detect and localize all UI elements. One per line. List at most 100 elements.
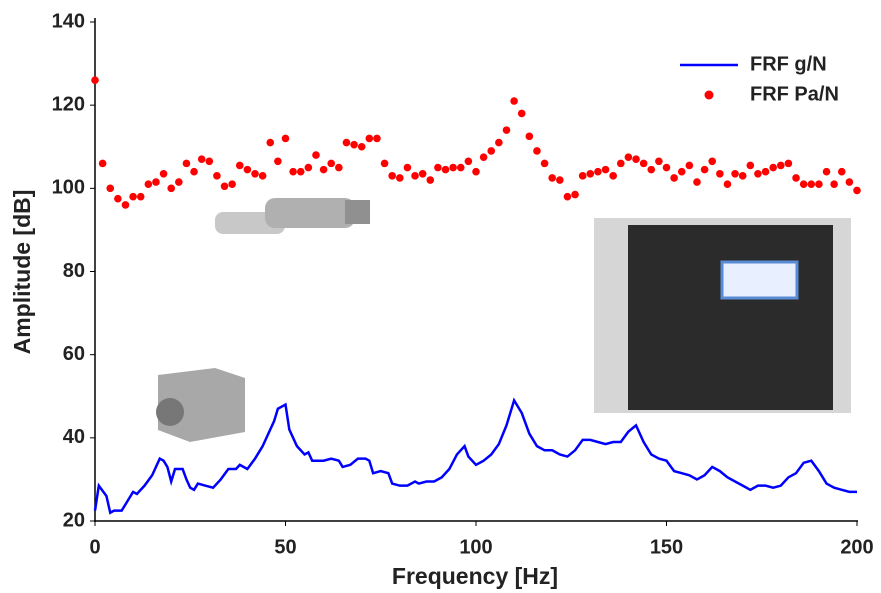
scatter-point	[175, 178, 183, 186]
y-tick-label: 60	[63, 343, 85, 365]
scatter-point	[670, 174, 678, 182]
scatter-point	[807, 180, 816, 188]
scatter-point	[114, 194, 122, 203]
scatter-point	[487, 147, 496, 155]
scatter-point	[609, 172, 617, 180]
scatter-point	[647, 165, 656, 174]
scatter-point	[350, 140, 358, 149]
scatter-point	[205, 157, 214, 166]
scatter-point	[418, 169, 427, 178]
scatter-point	[426, 176, 435, 184]
scatter-point	[388, 172, 396, 180]
scatter-point	[754, 169, 762, 178]
line-series	[93, 397, 857, 515]
y-tick-label: 80	[63, 260, 85, 282]
scatter-point	[312, 151, 320, 159]
scatter-point	[708, 157, 717, 166]
legend-swatch	[704, 90, 714, 100]
scatter-point	[837, 167, 846, 176]
scatter-point	[769, 163, 777, 172]
scatter-point	[167, 184, 175, 193]
scatter-point	[624, 153, 633, 161]
scatter-point	[190, 167, 198, 176]
legend-label: FRF g/N	[750, 53, 827, 75]
scatter-point	[129, 192, 137, 201]
scatter-point	[289, 167, 297, 176]
scatter-point	[502, 126, 511, 134]
scatter-point	[685, 161, 694, 170]
scatter-point	[723, 180, 732, 188]
y-tick-label: 140	[52, 10, 85, 32]
scatter-point	[594, 167, 602, 176]
scatter-point	[472, 167, 480, 176]
scatter-point	[365, 134, 374, 143]
scatter-point	[228, 180, 236, 188]
scatter-point	[357, 142, 366, 151]
scatter-point	[281, 134, 290, 143]
y-tick-label: 120	[52, 93, 85, 115]
scatter-point	[556, 176, 564, 184]
scatter-point	[258, 172, 267, 180]
scatter-point	[632, 155, 640, 164]
microphone-photo	[215, 198, 370, 234]
scatter-point	[792, 174, 800, 182]
scatter-point	[213, 172, 221, 180]
scatter-point	[456, 163, 465, 172]
scatter-point	[296, 167, 305, 176]
scatter-point	[152, 178, 160, 186]
scatter-point	[235, 161, 244, 170]
scatter-point	[396, 174, 404, 182]
scatter-point	[693, 178, 701, 186]
scatter-point	[495, 138, 503, 147]
scatter-point	[548, 174, 556, 182]
scatter-point	[266, 138, 275, 147]
scatter-point	[411, 172, 419, 180]
scatter-point	[571, 190, 579, 199]
scatter-point	[91, 76, 99, 85]
legend-label: FRF Pa/N	[750, 83, 839, 105]
scatter-point	[479, 153, 488, 161]
scatter-point	[540, 159, 549, 168]
scatter-point	[616, 159, 625, 168]
y-tick-label: 40	[63, 426, 85, 448]
scatter-point	[274, 157, 282, 166]
scatter-point	[799, 180, 808, 188]
scatter-point	[98, 159, 107, 168]
scatter-point	[746, 161, 755, 170]
scatter-point	[327, 159, 336, 168]
scatter-point	[159, 169, 168, 178]
scatter-point	[578, 172, 587, 180]
scatter-point	[822, 167, 831, 176]
scatter-point	[220, 182, 229, 191]
scatter-point	[434, 163, 442, 172]
scatter-point	[319, 165, 328, 174]
y-tick-label: 20	[63, 509, 85, 531]
x-tick-label: 50	[274, 536, 296, 558]
scatter-point	[738, 172, 747, 180]
scatter-point	[586, 169, 595, 178]
scatter-point	[731, 169, 739, 178]
x-tick-label: 0	[89, 536, 100, 558]
scatter-point	[784, 159, 793, 168]
scatter-point	[121, 201, 130, 209]
accelerometer-photo	[150, 362, 250, 442]
scatter-point	[700, 165, 709, 174]
scatter-point	[601, 165, 610, 174]
scatter-point	[251, 169, 259, 178]
scatter-point	[853, 186, 861, 195]
y-tick-label: 100	[52, 177, 85, 199]
scatter-point	[136, 192, 145, 201]
scatter-point	[517, 109, 526, 118]
scatter-point	[777, 161, 785, 170]
scatter-point	[533, 147, 541, 155]
scatter-point	[510, 97, 518, 105]
plate-photo	[594, 218, 851, 413]
scatter-point	[304, 163, 313, 172]
x-tick-label: 100	[459, 536, 492, 558]
scatter-point	[761, 167, 770, 176]
scatter-point	[639, 159, 648, 168]
scatter-point	[662, 163, 671, 172]
scatter-point	[563, 192, 572, 201]
y-axis-label: Amplitude [dB]	[9, 190, 35, 355]
